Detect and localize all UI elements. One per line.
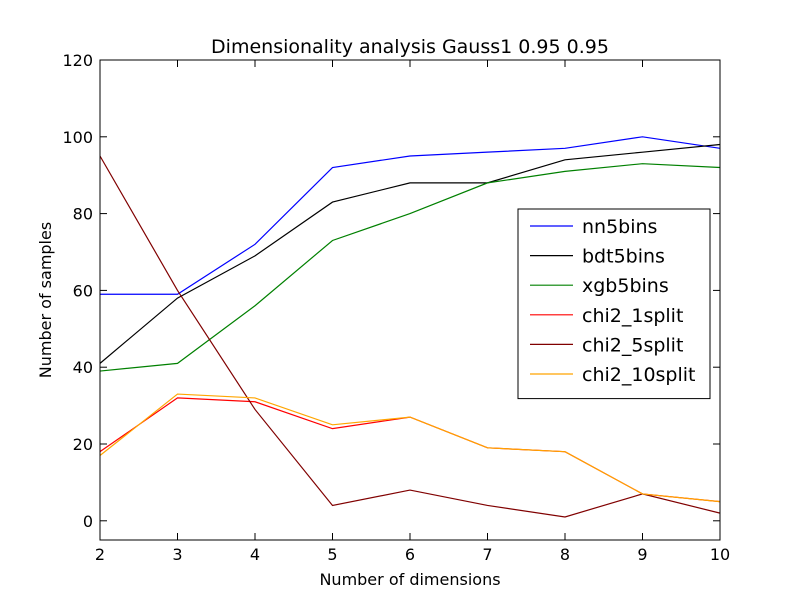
- legend-entry-chi2_10split: chi2_10split: [582, 364, 696, 386]
- legend-entry-nn5bins: nn5bins: [582, 216, 657, 238]
- series-line-bdt5bins: [99, 143, 721, 364]
- y-tick-label: 0: [83, 512, 93, 531]
- legend-entry-chi2_1split: chi2_1split: [582, 305, 683, 327]
- y-tick-label: 40: [73, 358, 93, 377]
- legend-box: [517, 208, 711, 400]
- y-tick-label: 80: [73, 205, 93, 224]
- legend-entry-bdt5bins: bdt5bins: [582, 246, 665, 268]
- y-axis-label: Number of samples: [36, 222, 55, 378]
- y-tick-label: 100: [62, 128, 93, 147]
- x-axis-label: Number of dimensions: [319, 570, 500, 589]
- y-tick-label: 60: [73, 281, 93, 300]
- legend: nn5bins bdt5bins xgb5bins chi2_1split chi2_5…: [517, 208, 711, 400]
- x-tick-label: 5: [327, 545, 337, 564]
- x-tick-label: 9: [637, 545, 647, 564]
- chart-title: Dimensionality analysis Gauss1 0.95 0.95: [211, 36, 609, 58]
- x-tick-label: 3: [172, 545, 182, 564]
- series-line-nn5bins: [100, 136, 721, 295]
- x-tick-label: 2: [95, 545, 105, 564]
- x-tick-label: 8: [560, 545, 570, 564]
- legend-entry-chi2_5split: chi2_5split: [582, 334, 683, 356]
- series-line-xgb5bins: [99, 163, 721, 372]
- x-tick-label: 4: [250, 545, 260, 564]
- series-line-chi2_10split: [99, 393, 721, 503]
- x-tick-label: 6: [405, 545, 415, 564]
- y-tick-label: 20: [73, 435, 93, 454]
- x-tick-label: 7: [482, 545, 492, 564]
- legend-entry-xgb5bins: xgb5bins: [582, 275, 669, 297]
- series-layer: [99, 136, 721, 518]
- y-tick-label: 120: [62, 51, 93, 70]
- x-tick-label: 10: [710, 545, 730, 564]
- series-line-chi2_5split: [99, 155, 721, 518]
